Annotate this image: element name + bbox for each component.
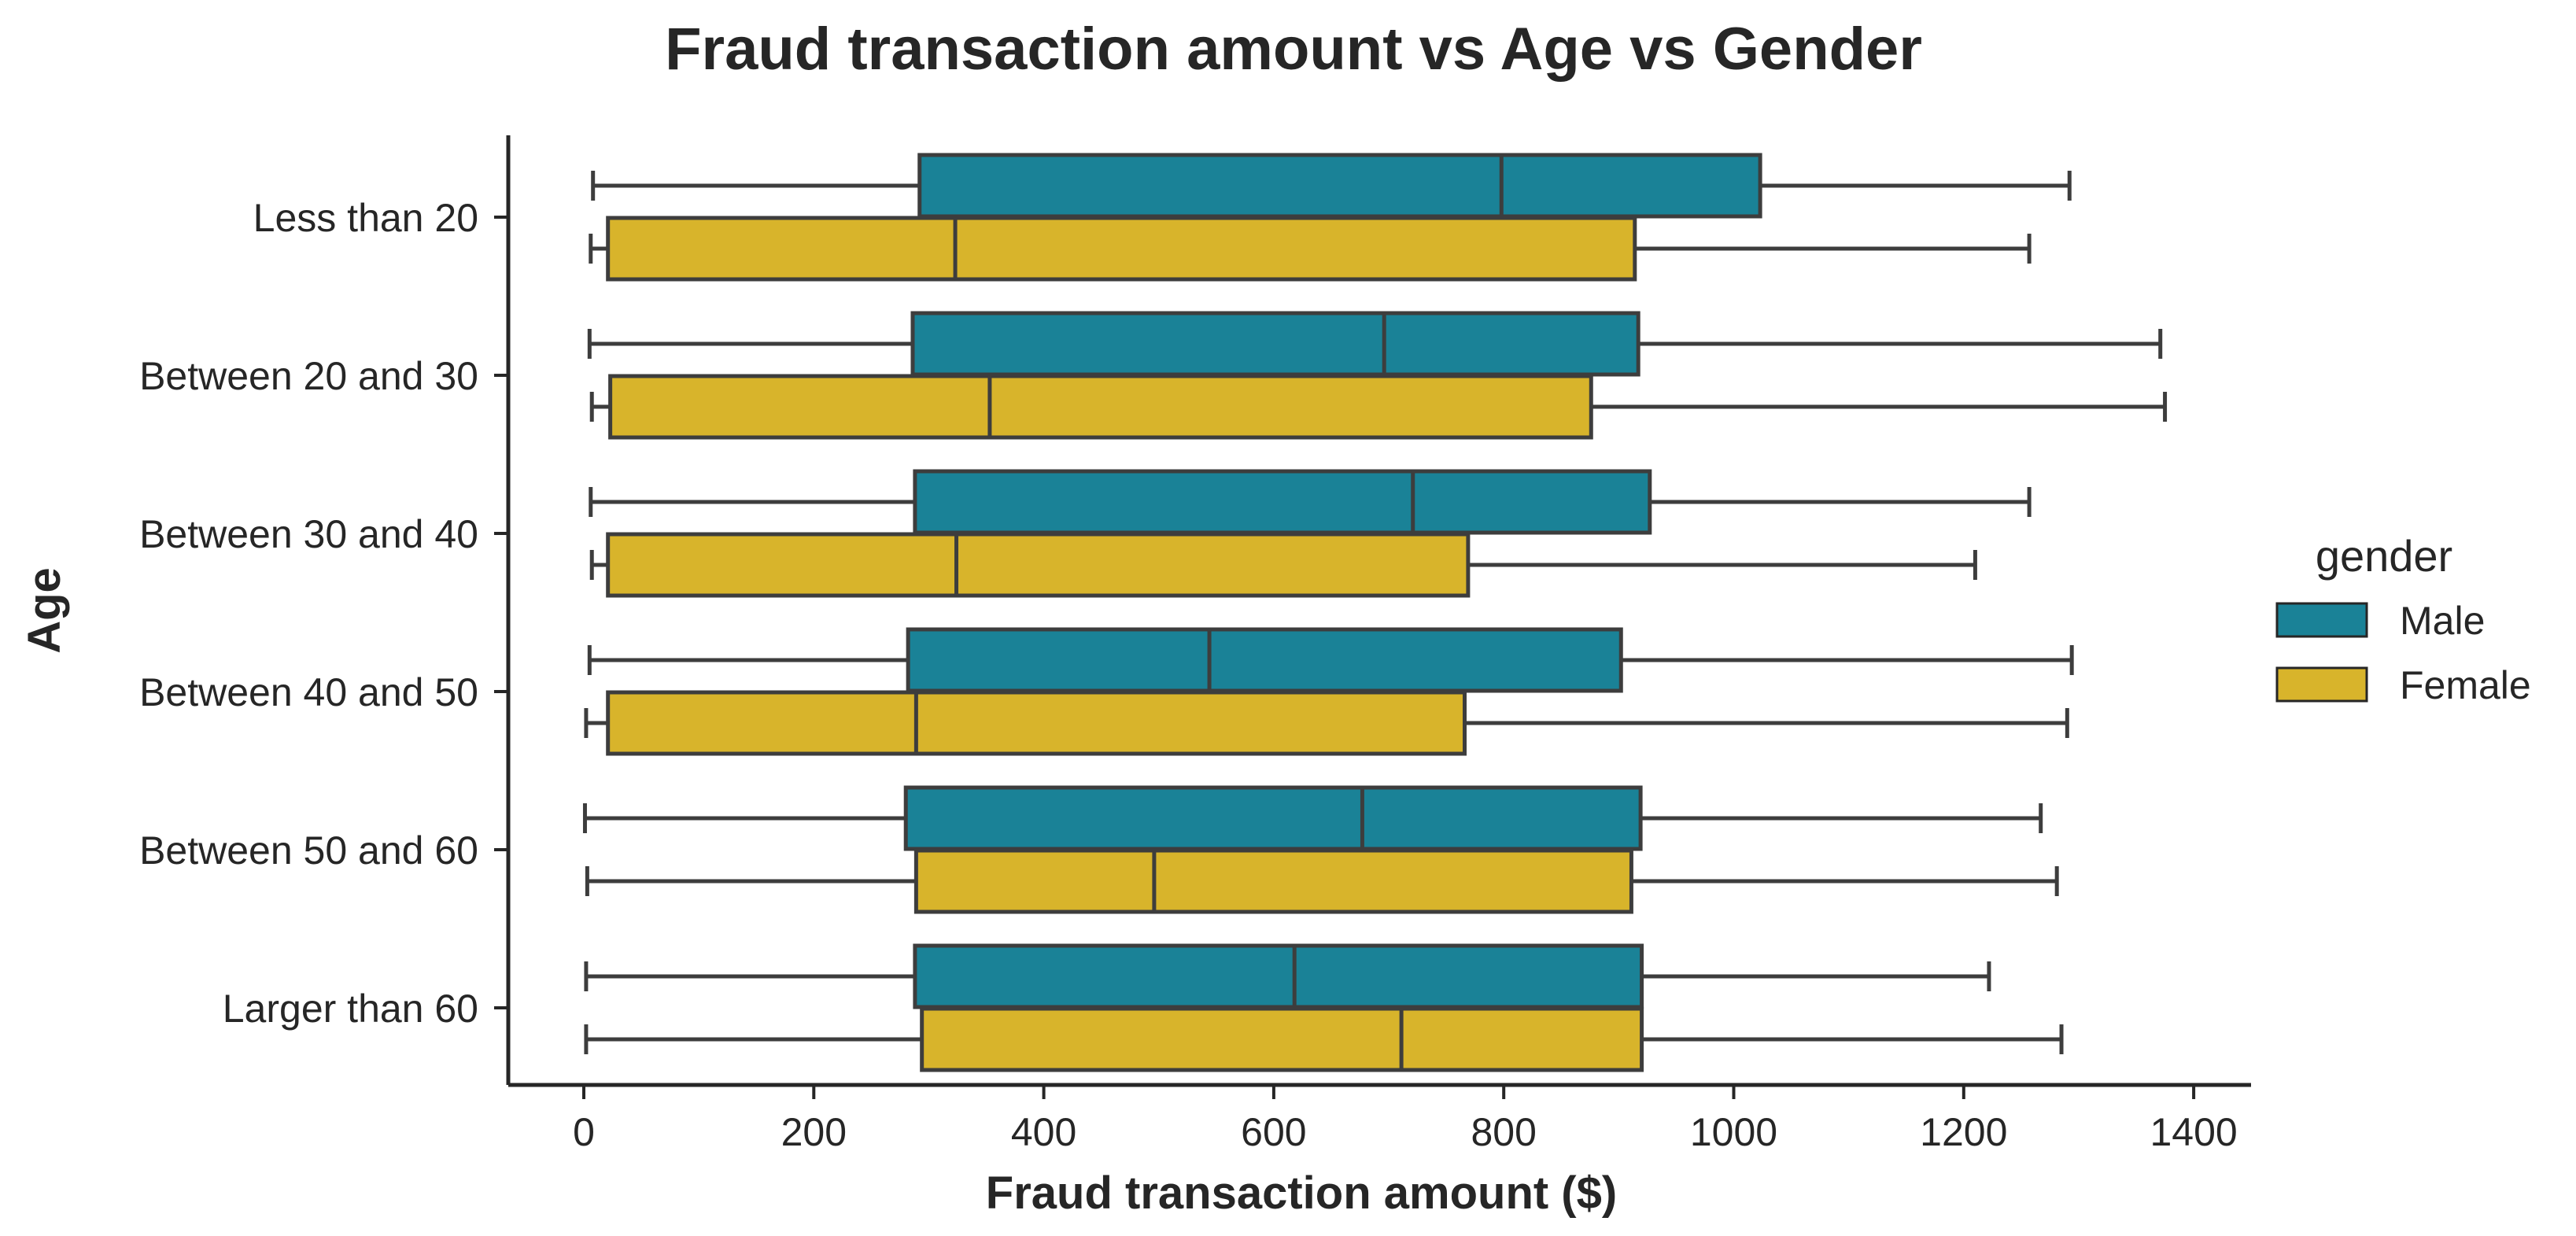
iqr-box <box>913 848 1633 914</box>
x-tick-label: 400 <box>1011 1110 1076 1154</box>
x-tick-label: 1400 <box>2150 1110 2237 1154</box>
x-tick-label: 200 <box>781 1110 847 1154</box>
plot-area <box>582 153 2168 1072</box>
box-male-2 <box>587 311 2163 377</box>
box-female-6 <box>584 1006 2064 1072</box>
y-tick-label: Between 50 and 60 <box>139 828 478 873</box>
legend-title: gender <box>2316 531 2452 581</box>
y-axis-ticks: Less than 20 Between 20 and 30 Between 30 … <box>139 196 508 1031</box>
x-tick-label: 1200 <box>1920 1110 2007 1154</box>
iqr-box <box>920 1006 1644 1072</box>
y-tick-label: Less than 20 <box>253 196 478 240</box>
iqr-box <box>903 785 1643 851</box>
y-tick-label: Between 40 and 50 <box>139 670 478 714</box>
x-axis-label: Fraud transaction amount ($) <box>986 1168 1617 1219</box>
iqr-box <box>608 374 1593 440</box>
box-male-3 <box>589 469 2032 535</box>
y-tick-label: Between 20 and 30 <box>139 354 478 398</box>
x-axis-ticks: 0 200 400 600 800 1000 1200 1400 <box>573 1085 2238 1154</box>
box-male-6 <box>584 943 1991 1009</box>
box-male-5 <box>582 785 2043 851</box>
legend: gender Male Female <box>2275 531 2531 707</box>
box-female-4 <box>584 690 2069 756</box>
legend-label-female: Female <box>2400 663 2531 707</box>
y-tick-label: Larger than 60 <box>223 987 478 1031</box>
chart-title: Fraud transaction amount vs Age vs Gende… <box>665 16 1922 83</box>
iqr-box <box>913 469 1652 535</box>
iqr-box <box>606 532 1471 598</box>
x-tick-label: 1000 <box>1690 1110 1777 1154</box>
box-male-1 <box>591 153 2072 219</box>
box-female-5 <box>585 848 2059 914</box>
box-female-2 <box>589 374 2168 440</box>
legend-swatch-female <box>2275 666 2368 703</box>
iqr-box <box>917 153 1762 219</box>
legend-label-male: Male <box>2400 599 2485 643</box>
box-female-3 <box>589 532 1977 598</box>
x-tick-label: 600 <box>1241 1110 1306 1154</box>
legend-swatch-male <box>2275 602 2368 638</box>
x-tick-label: 0 <box>573 1110 595 1154</box>
iqr-box <box>906 627 1623 693</box>
box-male-4 <box>587 627 2074 693</box>
x-tick-label: 800 <box>1471 1110 1536 1154</box>
y-axis-label: Age <box>19 567 70 654</box>
iqr-box <box>913 943 1644 1009</box>
iqr-box <box>910 311 1640 377</box>
box-female-1 <box>589 216 2032 282</box>
iqr-box <box>606 216 1637 282</box>
iqr-box <box>606 690 1467 756</box>
y-tick-label: Between 30 and 40 <box>139 512 478 556</box>
